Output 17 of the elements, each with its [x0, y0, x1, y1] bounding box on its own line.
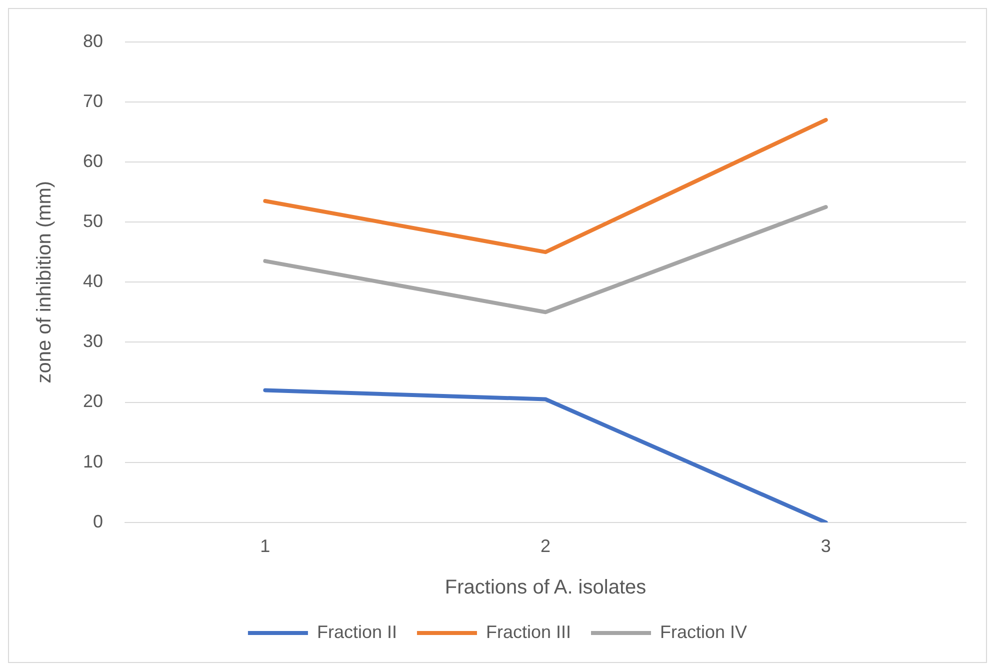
- y-tick-label: 70: [82, 90, 104, 111]
- y-tick-label: 20: [82, 391, 104, 412]
- y-tick-label: 50: [82, 210, 104, 231]
- legend-label: Fraction III: [486, 622, 572, 642]
- x-tick-label: 2: [540, 536, 551, 556]
- legend-label: Fraction IV: [660, 622, 748, 642]
- y-tick-label: 30: [82, 331, 104, 352]
- y-tick-label: 40: [82, 271, 104, 292]
- y-tick-label: 60: [82, 150, 104, 171]
- x-tick-label: 3: [820, 536, 831, 556]
- y-tick-label: 10: [82, 451, 104, 472]
- x-axis-title: Fractions of A. isolates: [444, 576, 646, 599]
- x-tick-label: 1: [260, 536, 270, 556]
- legend-label: Fraction II: [316, 622, 397, 642]
- y-tick-label: 80: [82, 30, 104, 51]
- y-tick-label: 0: [93, 511, 104, 532]
- y-axis-title: zone of inhibition (mm): [34, 180, 56, 384]
